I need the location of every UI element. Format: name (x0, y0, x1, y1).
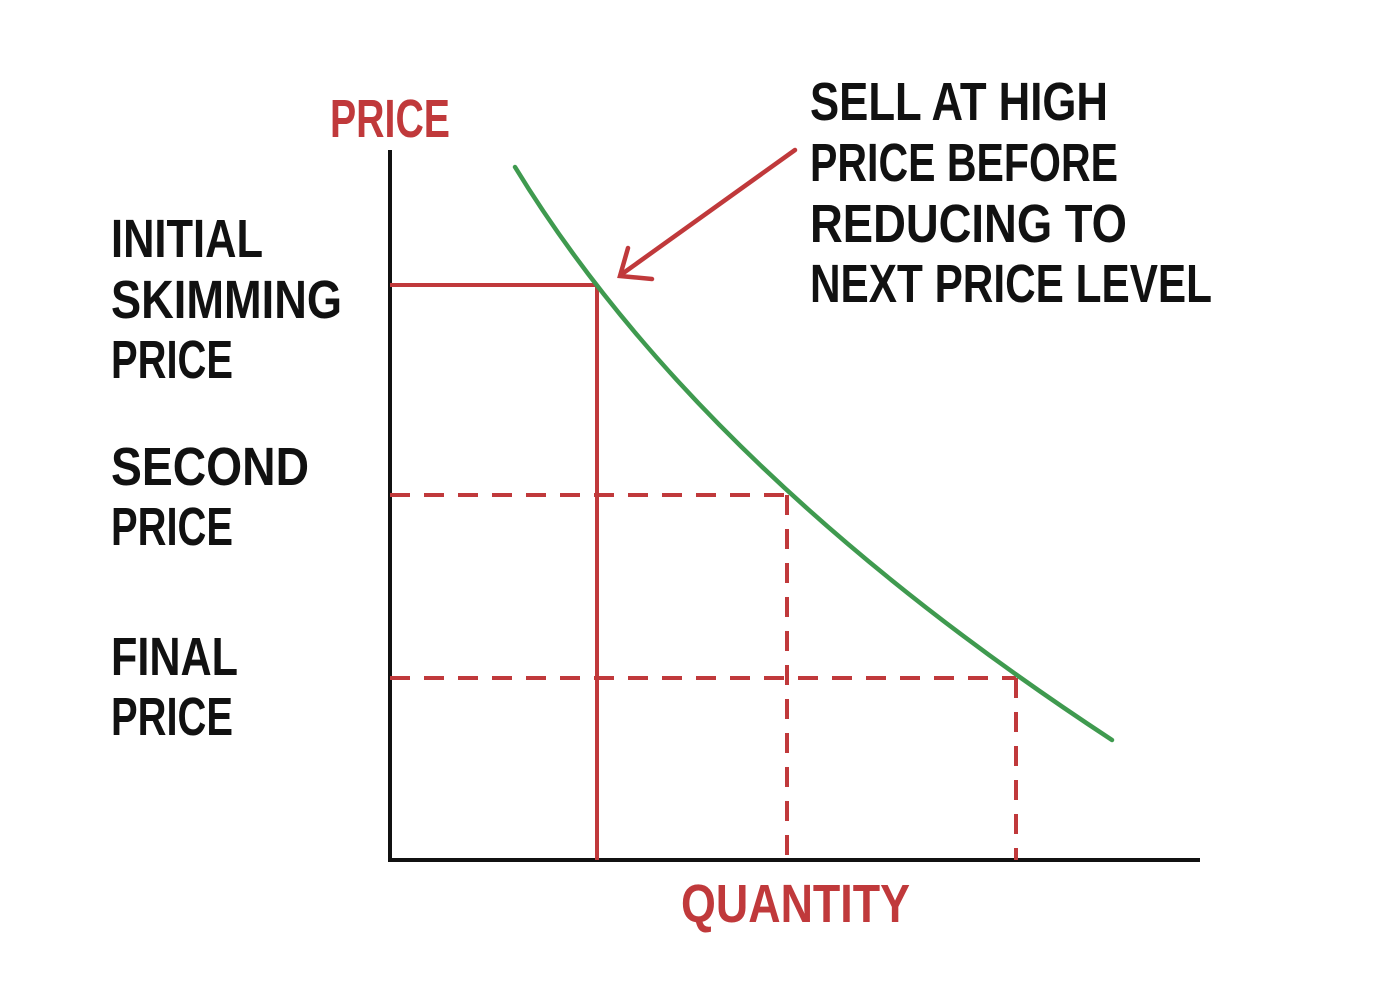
second-price-label-line2: PRICE (111, 497, 233, 557)
demand-curve (512, 164, 1115, 743)
second-price-label-line1: SECOND (111, 437, 309, 497)
final-price-label-line1: FINAL (111, 627, 238, 687)
initial-price-label-line2: SKIMMING (111, 270, 342, 330)
annotation-arrow (617, 147, 798, 282)
annotation-line4: NEXT PRICE LEVEL (810, 254, 1212, 314)
annotation-line2: PRICE BEFORE (810, 133, 1118, 193)
x-axis-label: QUANTITY (681, 874, 910, 934)
initial-price-label-line3: PRICE (111, 330, 233, 390)
final-price-label-line2: PRICE (111, 687, 233, 747)
annotation-line3: REDUCING TO (810, 194, 1127, 254)
initial-price-label-line1: INITIAL (111, 209, 263, 269)
annotation-line1: SELL AT HIGH (810, 72, 1108, 132)
y-axis-label: PRICE (330, 89, 450, 149)
